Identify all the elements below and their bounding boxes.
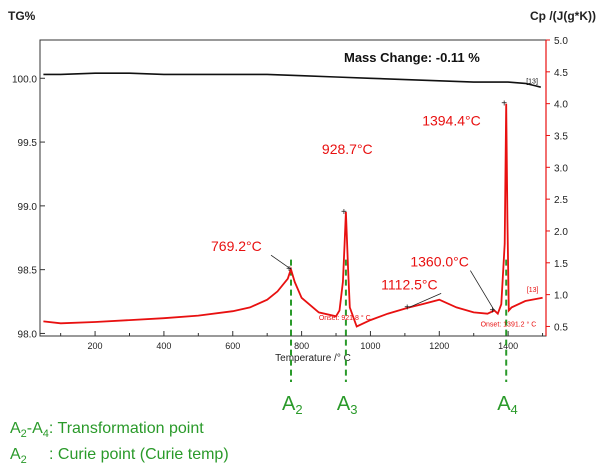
x-axis-label: Temperature /° C (275, 353, 351, 364)
x-tick-label: 1000 (360, 341, 380, 351)
transition-marker-label: A4 (497, 393, 518, 417)
legend-transformation-point: A2-A4: Transformation point (10, 420, 204, 440)
transition-marker-subscript: 4 (511, 402, 518, 417)
y-left-tick-label: 98.5 (18, 266, 38, 277)
annotation-leader (409, 292, 442, 308)
legend-text: : Transformation point (48, 420, 204, 437)
small-annotation: [13] (527, 287, 539, 294)
peak-marker: + (404, 302, 410, 313)
y-left-tick-label: 100.0 (12, 74, 37, 85)
tg-series-line (43, 72, 541, 88)
y-left-tick-label: 98.0 (18, 329, 38, 340)
y-right-tick-label: 4.5 (554, 68, 568, 79)
legend-sub: 2 (20, 428, 27, 441)
y-right-tick-label: 3.5 (554, 131, 568, 142)
y-right-tick-label: 1.5 (554, 259, 568, 270)
peak-annotation: 1394.4°C (422, 113, 481, 129)
legend-sub: 2 (20, 454, 27, 467)
transition-marker-letter: A (497, 393, 511, 415)
transition-marker-label: A3 (337, 393, 358, 417)
small-annotation: Onset: 1391.2 ° C (481, 320, 537, 328)
small-annotation: [13] (526, 78, 538, 85)
peak-marker: + (286, 264, 292, 275)
small-annotation: Onset: 921.8 ° C (319, 314, 371, 322)
y-right-tick-label: 2.0 (554, 227, 568, 238)
x-tick-label: 400 (156, 341, 171, 351)
legend-a: A (10, 420, 21, 437)
transition-marker-subscript: 2 (295, 402, 302, 417)
transition-marker-letter: A (337, 393, 351, 415)
legend-sub: 4 (42, 428, 49, 441)
peak-annotation: 769.2°C (211, 238, 262, 254)
legend-text: : Curie point (Curie temp) (26, 446, 229, 463)
peak-marker: + (489, 306, 495, 317)
mass-change-label: Mass Change: -0.11 % (344, 50, 480, 65)
y-right-axis-label: Cp /(J(g*K)) (530, 9, 596, 23)
plot-frame (39, 39, 547, 337)
x-tick-label: 1200 (429, 341, 449, 351)
transition-marker-label: A2 (282, 393, 303, 417)
legend-curie-point: A2 : Curie point (Curie temp) (10, 446, 229, 466)
x-tick-label: 600 (225, 341, 240, 351)
cp-series-line (43, 103, 543, 328)
transition-marker-subscript: 3 (350, 402, 357, 417)
y-left-tick-label: 99.0 (18, 202, 38, 213)
y-right-tick-label: 3.0 (554, 163, 568, 174)
x-tick-label: 1400 (498, 341, 518, 351)
peak-marker: + (501, 99, 507, 110)
x-tick-label: 200 (88, 341, 103, 351)
y-right-tick-label: 1.0 (554, 291, 568, 302)
annotation-leader (270, 254, 292, 270)
legend-dash: -A (26, 420, 43, 437)
peak-marker: + (341, 207, 347, 218)
legend-a: A (10, 446, 21, 463)
peak-annotation: 928.7°C (322, 141, 373, 157)
annotation-leader (470, 270, 495, 311)
transition-marker-letter: A (282, 393, 296, 415)
y-right-tick-label: 5.0 (554, 36, 568, 47)
y-left-axis-label: TG% (8, 9, 36, 23)
y-left-tick-label: 99.5 (18, 138, 38, 149)
y-right-tick-label: 0.5 (554, 322, 568, 333)
peak-annotation: 1360.0°C (410, 254, 469, 270)
y-right-tick-label: 4.0 (554, 100, 568, 111)
y-right-tick-label: 2.5 (554, 195, 568, 206)
peak-annotation: 1112.5°C (381, 276, 437, 292)
x-tick-label: 800 (294, 341, 309, 351)
